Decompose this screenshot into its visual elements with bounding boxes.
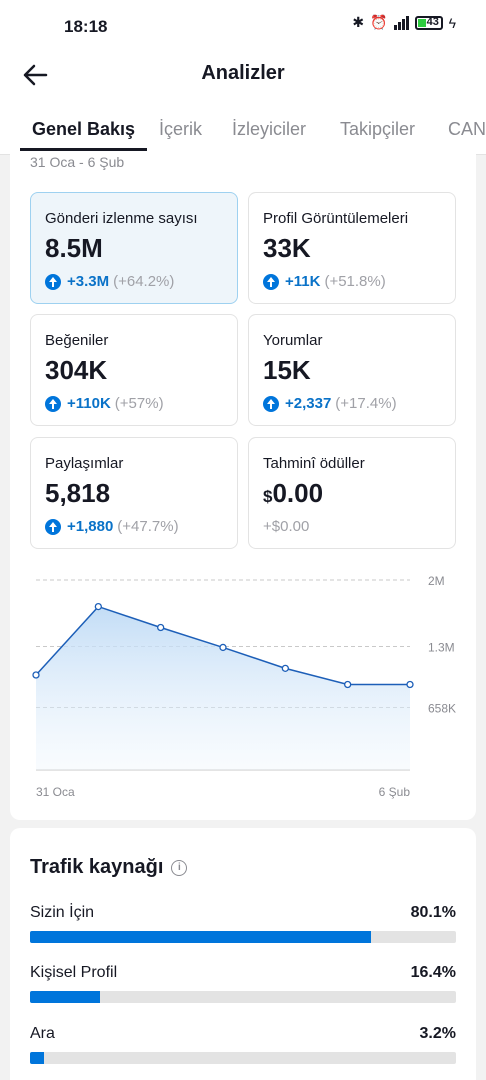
metric-value: 8.5M <box>45 233 103 263</box>
traffic-bar <box>30 931 456 943</box>
bluetooth-icon: ✱ <box>352 14 365 30</box>
data-point <box>94 602 102 611</box>
status-bar: 18:18 ✱ ⏰ 43 ϟ <box>0 0 486 52</box>
tab-content[interactable]: İçerik <box>159 119 203 139</box>
traffic-source-card: Trafik kaynağı i Sizin İçin 80.1% Kişisel… <box>10 828 476 1080</box>
traffic-bar-fill <box>30 1052 44 1064</box>
data-point <box>219 643 227 652</box>
traffic-label: Kişisel Profil <box>30 964 118 981</box>
battery-icon: 43 <box>414 15 443 30</box>
battery-level: 43 <box>426 15 439 28</box>
arrow-up-icon <box>45 273 61 290</box>
traffic-bar-fill <box>30 991 100 1003</box>
metric-value: 15K <box>263 355 311 385</box>
traffic-value: 16.4% <box>410 964 456 981</box>
tab-followers[interactable]: Takipçiler <box>340 119 416 139</box>
signal-icon <box>393 15 409 30</box>
system-icons: ✱ ⏰ 43 ϟ <box>352 14 456 31</box>
tab-overview[interactable]: Genel Bakış <box>32 119 136 139</box>
metric-delta: +3.3M (+64.2%) <box>45 273 174 290</box>
metric-delta: +$0.00 <box>263 518 310 535</box>
metric-profile-views[interactable]: Profil Görüntülemeleri 33K +11K (+51.8%) <box>248 192 456 304</box>
date-range: 31 Oca - 6 Şub <box>30 154 125 170</box>
metric-delta: +2,337 (+17.4%) <box>263 395 397 412</box>
metric-delta: +1,880 (+47.7%) <box>45 518 179 535</box>
alarm-icon: ⏰ <box>370 14 388 30</box>
active-tab-indicator <box>20 148 147 151</box>
metric-estimated-rewards[interactable]: Tahminî ödüller $0.00 +$0.00 <box>248 437 456 549</box>
currency-symbol: $ <box>263 487 273 506</box>
y-tick-label: 2M <box>428 574 445 588</box>
metric-label: Yorumlar <box>263 332 323 349</box>
metric-delta: +110K (+57%) <box>45 395 164 412</box>
tab-bar: Genel Bakış İçerik İzleyiciler Takipçile… <box>0 98 486 155</box>
page-title: Analizler <box>201 62 285 84</box>
tab-live[interactable]: CANLI <box>448 119 486 139</box>
views-chart[interactable]: 2M 1.3M 658K 31 Oca 6 Şub <box>10 564 476 804</box>
metric-label: Beğeniler <box>45 332 109 349</box>
metric-value: 304K <box>45 355 108 385</box>
x-tick-label: 6 Şub <box>379 785 411 799</box>
traffic-bar-fill <box>30 931 372 943</box>
traffic-value: 80.1% <box>410 904 456 921</box>
metric-comments[interactable]: Yorumlar 15K +2,337 (+17.4%) <box>248 314 456 426</box>
metric-label: Profil Görüntülemeleri <box>263 210 409 227</box>
metric-label: Tahminî ödüller <box>263 455 365 472</box>
arrow-up-icon <box>45 395 61 412</box>
data-point <box>157 623 165 632</box>
status-time: 18:18 <box>64 17 108 36</box>
data-point <box>406 680 414 689</box>
y-tick-label: 658K <box>428 701 456 715</box>
metric-label: Paylaşımlar <box>45 455 124 472</box>
metric-delta: +11K (+51.8%) <box>263 273 386 290</box>
arrow-up-icon <box>45 518 61 535</box>
metric-value: 5,818 <box>45 478 111 508</box>
metric-value: $0.00 <box>263 478 324 508</box>
chart-area <box>36 606 410 770</box>
header: Analizler <box>0 52 486 98</box>
arrow-up-icon <box>263 273 279 290</box>
arrow-up-icon <box>263 395 279 412</box>
traffic-title: Trafik kaynağı i <box>30 856 188 879</box>
metric-post-views[interactable]: Gönderi izlenme sayısı 8.5M +3.3M (+64.2%… <box>30 192 238 304</box>
traffic-label: Sizin İçin <box>30 904 95 921</box>
traffic-bar <box>30 991 456 1003</box>
charging-icon: ϟ <box>448 14 456 31</box>
data-point <box>32 671 40 679</box>
x-tick-label: 31 Oca <box>36 785 75 799</box>
y-tick-label: 1.3M <box>428 641 455 655</box>
traffic-label: Ara <box>30 1025 55 1042</box>
tab-viewers[interactable]: İzleyiciler <box>232 119 307 139</box>
metric-value: 33K <box>263 233 311 263</box>
info-icon[interactable]: i <box>171 859 188 876</box>
data-point <box>344 680 352 689</box>
metric-likes[interactable]: Beğeniler 304K +110K (+57%) <box>30 314 238 426</box>
traffic-value: 3.2% <box>419 1025 456 1042</box>
metric-label: Gönderi izlenme sayısı <box>45 210 198 227</box>
back-arrow-icon[interactable] <box>20 60 52 90</box>
traffic-bar <box>30 1052 456 1064</box>
metric-shares[interactable]: Paylaşımlar 5,818 +1,880 (+47.7%) <box>30 437 238 549</box>
data-point <box>281 664 289 672</box>
overview-card: 31 Oca - 6 Şub Gönderi izlenme sayısı 8.… <box>10 154 476 820</box>
